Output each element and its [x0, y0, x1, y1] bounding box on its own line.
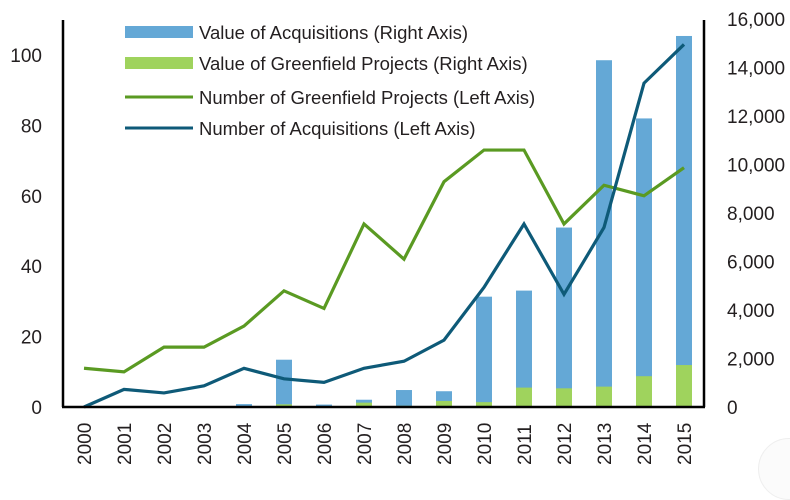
right-tick-label: 6,000 [727, 253, 775, 274]
x-tick-label: 2008 [395, 423, 416, 465]
bar-acquisitions-value-2010 [476, 297, 492, 407]
right-tick-label: 12,000 [727, 107, 785, 128]
line-greenfield-count [84, 150, 684, 372]
x-tick-label: 2006 [315, 423, 336, 465]
bar-greenfield-value-2014 [636, 376, 652, 407]
x-tick-label: 2000 [75, 423, 96, 465]
left-tick-label: 80 [21, 116, 42, 137]
bar-acquisitions-value-2013 [596, 60, 612, 407]
right-tick-label: 4,000 [727, 301, 775, 322]
x-tick-label: 2011 [515, 424, 536, 465]
right-tick-label: 16,000 [727, 10, 785, 31]
bar-greenfield-value-2012 [556, 388, 572, 407]
x-tick-label: 2002 [155, 423, 176, 465]
legend-label: Value of Acquisitions (Right Axis) [199, 22, 468, 43]
left-tick-label: 100 [10, 46, 42, 67]
x-axis-ticks: 2000 2001 2002 2003 2004 2005 2006 2007 2008 2009… [75, 422, 696, 465]
left-tick-label: 60 [21, 187, 42, 208]
chart: 0 20 40 60 80 100 0 2,000 4,000 6,000 8,000 10,000… [0, 0, 790, 480]
bar-acquisitions-value-2012 [556, 228, 572, 407]
right-tick-label: 8,000 [727, 204, 775, 225]
legend: Value of Acquisitions (Right Axis) Value … [125, 22, 535, 139]
bar-acquisitions-value-2008 [396, 390, 412, 407]
legend-swatch [125, 57, 193, 69]
bar-acquisitions-value-2005 [276, 360, 292, 407]
right-tick-label: 14,000 [727, 59, 785, 80]
bar-greenfield-value-2011 [516, 388, 532, 407]
legend-swatch [125, 26, 193, 38]
right-axis-ticks: 0 2,000 4,000 6,000 8,000 10,000 12,000 14,000 1… [727, 10, 785, 419]
x-tick-label: 2009 [435, 423, 456, 465]
bar-greenfield-value-2015 [676, 365, 692, 407]
x-tick-label: 2001 [115, 423, 136, 465]
right-tick-label: 2,000 [727, 350, 775, 371]
x-tick-label: 2014 [635, 422, 656, 465]
bar-acquisitions-value-2015 [676, 36, 692, 407]
legend-label: Number of Greenfield Projects (Left Axis… [199, 87, 535, 108]
x-tick-label: 2013 [595, 423, 616, 465]
x-tick-label: 2004 [235, 422, 256, 465]
x-tick-label: 2003 [195, 423, 216, 465]
left-tick-label: 0 [31, 398, 42, 419]
x-tick-label: 2015 [675, 423, 696, 465]
legend-label: Value of Greenfield Projects (Right Axis… [199, 53, 528, 74]
left-axis-ticks: 0 20 40 60 80 100 [10, 46, 42, 419]
x-tick-label: 2010 [475, 423, 496, 465]
x-tick-label: 2005 [275, 423, 296, 465]
left-tick-label: 20 [21, 328, 42, 349]
legend-label: Number of Acquisitions (Left Axis) [199, 118, 476, 139]
left-tick-label: 40 [21, 257, 42, 278]
right-tick-label: 10,000 [727, 156, 785, 177]
bar-greenfield-value-2013 [596, 387, 612, 407]
x-tick-label: 2012 [555, 423, 576, 465]
bar-acquisitions-value-2014 [636, 118, 652, 407]
x-tick-label: 2007 [355, 423, 376, 465]
right-tick-label: 0 [727, 398, 738, 419]
